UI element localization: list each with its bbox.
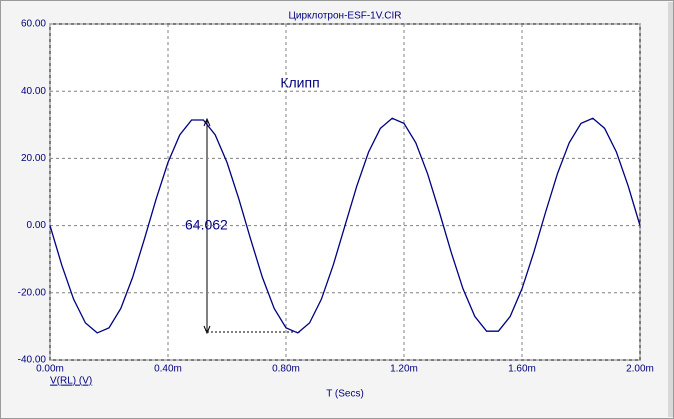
scroll-edge [668, 2, 673, 417]
arrow-head [203, 117, 211, 127]
x-tick-label: 1.20m [390, 364, 418, 375]
x-tick-label: 2.00m [626, 364, 654, 375]
x-tick-label: 0.00m [36, 364, 64, 375]
y-tick-label: 0.00 [27, 220, 47, 231]
measurement-label: 64.062 [185, 217, 228, 233]
x-tick-label: 0.40m [154, 364, 182, 375]
y-tick-label: -20.00 [18, 287, 47, 298]
arrow-head [203, 325, 211, 335]
annotation: Клипп [280, 75, 319, 91]
x-axis-label: T (Secs) [326, 389, 364, 400]
y-tick-label: -40.00 [18, 355, 47, 366]
chart-title: Цирклотрон-ESF-1V.CIR [289, 11, 402, 22]
series-line [49, 117, 641, 334]
y-tick-label: 40.00 [21, 86, 46, 97]
x-tick-label: 1.60m [508, 364, 536, 375]
x-tick-label: 0.80m [272, 364, 300, 375]
y-tick-label: 20.00 [21, 153, 46, 164]
y-tick-label: 60.00 [21, 19, 46, 30]
plot-area [49, 23, 641, 361]
y-axis-label: V(RL) (V) [50, 376, 92, 387]
